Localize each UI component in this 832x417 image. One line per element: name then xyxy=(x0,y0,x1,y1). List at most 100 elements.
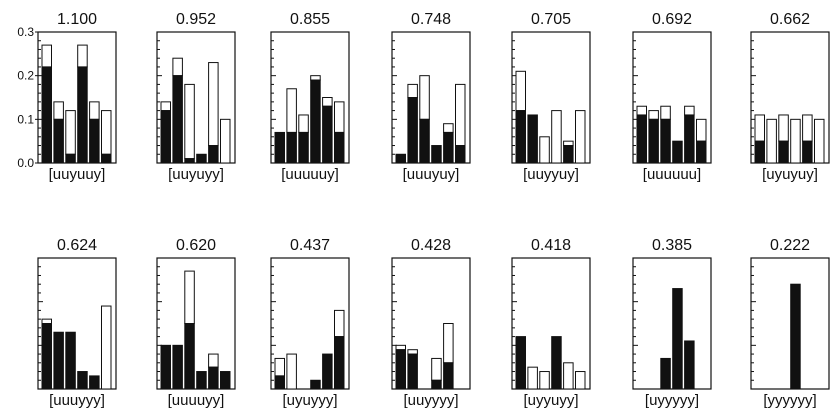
open-bar xyxy=(527,366,538,390)
filled-bar xyxy=(407,97,418,164)
filled-bar xyxy=(696,140,707,164)
open-bar xyxy=(431,357,442,381)
filled-bar xyxy=(77,66,88,164)
panel-11: 0.428 [uuyyyy] xyxy=(391,237,471,409)
panel-pattern: [uuuuuy] xyxy=(281,166,339,183)
panel-pattern: [uuuuuu] xyxy=(643,166,701,183)
plot-frame xyxy=(156,31,236,164)
filled-bar xyxy=(53,331,64,390)
panel-1: 0.0 0.1 0.2 0.3 1.100 [uuyuuy] xyxy=(17,11,117,183)
filled-bar xyxy=(395,153,406,164)
filled-bar xyxy=(322,353,333,390)
open-bar xyxy=(77,44,88,68)
filled-bar xyxy=(515,336,526,390)
filled-bar xyxy=(790,283,801,390)
panel-pattern: [uyuyuy] xyxy=(762,166,818,183)
open-bar xyxy=(172,57,183,77)
panel-score: 0.385 xyxy=(652,237,692,254)
panel-score: 0.222 xyxy=(770,237,810,254)
panel-10: 0.437 [uyuyyy] xyxy=(270,237,350,409)
panel-pattern: [uuuyuy] xyxy=(403,166,460,183)
panel-score: 0.624 xyxy=(57,237,97,254)
y-tick-label: 0.2 xyxy=(17,69,34,83)
open-bar xyxy=(443,323,454,364)
panel-13: 0.385 [uyyyyy] xyxy=(632,237,712,409)
filled-bar xyxy=(160,110,171,164)
filled-bar xyxy=(310,379,321,390)
filled-bar xyxy=(41,323,52,390)
open-bar xyxy=(395,344,406,351)
filled-bar xyxy=(77,371,88,390)
panel-pattern: [uuyyuy] xyxy=(523,166,579,183)
filled-bar xyxy=(274,131,285,164)
open-bar xyxy=(65,110,76,155)
filled-bar xyxy=(196,153,207,164)
plot-frame xyxy=(391,31,471,164)
panel-score: 0.437 xyxy=(290,237,330,254)
open-bar xyxy=(334,101,345,133)
panel-12: 0.418 [uyyuyy] xyxy=(511,237,591,409)
open-bar xyxy=(286,88,297,133)
open-bar xyxy=(407,349,418,355)
filled-bar xyxy=(196,371,207,390)
filled-bar xyxy=(208,145,219,164)
filled-bar xyxy=(89,118,100,164)
panel-score: 1.100 xyxy=(57,11,97,28)
filled-bar xyxy=(41,66,52,164)
panel-pattern: [uuuyyy] xyxy=(49,392,105,409)
open-bar xyxy=(208,353,219,368)
open-bar xyxy=(790,118,801,164)
open-bar xyxy=(334,309,345,338)
plot-frame xyxy=(37,31,117,164)
panel-pattern: [uyuyyy] xyxy=(282,392,337,409)
open-bar xyxy=(696,118,707,142)
open-bar xyxy=(310,75,321,81)
filled-bar xyxy=(286,131,297,164)
filled-bar xyxy=(527,114,538,164)
open-bar xyxy=(802,114,813,142)
y-tick-label: 0.0 xyxy=(17,156,34,170)
filled-bar xyxy=(455,145,466,164)
filled-bar xyxy=(65,153,76,164)
filled-bar xyxy=(672,140,683,164)
filled-bar xyxy=(334,336,345,390)
filled-bar xyxy=(395,349,406,390)
plot-frame xyxy=(270,31,350,164)
open-bar xyxy=(53,101,64,120)
filled-bar xyxy=(101,153,112,164)
open-bar xyxy=(41,44,52,68)
filled-bar xyxy=(563,145,574,164)
panel-score: 0.952 xyxy=(176,11,216,28)
open-bar xyxy=(636,105,647,116)
plot-frame xyxy=(511,257,591,390)
filled-bar xyxy=(443,131,454,164)
plot-frame xyxy=(270,257,350,390)
open-bar xyxy=(298,114,309,133)
plot-frame xyxy=(632,31,712,164)
open-bar xyxy=(443,123,454,133)
open-bar xyxy=(208,62,219,147)
open-bar xyxy=(184,270,195,325)
filled-bar xyxy=(274,375,285,390)
y-tick-label: 0.1 xyxy=(17,112,34,126)
filled-bar xyxy=(802,140,813,164)
panel-pattern: [uuuuyy] xyxy=(168,392,225,409)
filled-bar xyxy=(754,140,765,164)
filled-bar xyxy=(551,336,562,390)
plot-frame xyxy=(391,257,471,390)
open-bar xyxy=(89,101,100,120)
filled-bar xyxy=(160,344,171,390)
filled-bar xyxy=(208,366,219,390)
open-bar xyxy=(539,136,550,164)
panel-pattern: [yyyyyy] xyxy=(763,392,816,409)
open-bar xyxy=(455,83,466,147)
filled-bar xyxy=(778,140,789,164)
filled-bar xyxy=(172,344,183,390)
panel-pattern: [uyyuyy] xyxy=(523,392,578,409)
panel-4: 0.748 [uuuyuy] xyxy=(391,11,471,183)
panel-pattern: [uuyuuy] xyxy=(49,166,106,183)
filled-bar xyxy=(310,79,321,164)
plot-frame xyxy=(750,257,830,390)
filled-bar xyxy=(515,110,526,164)
